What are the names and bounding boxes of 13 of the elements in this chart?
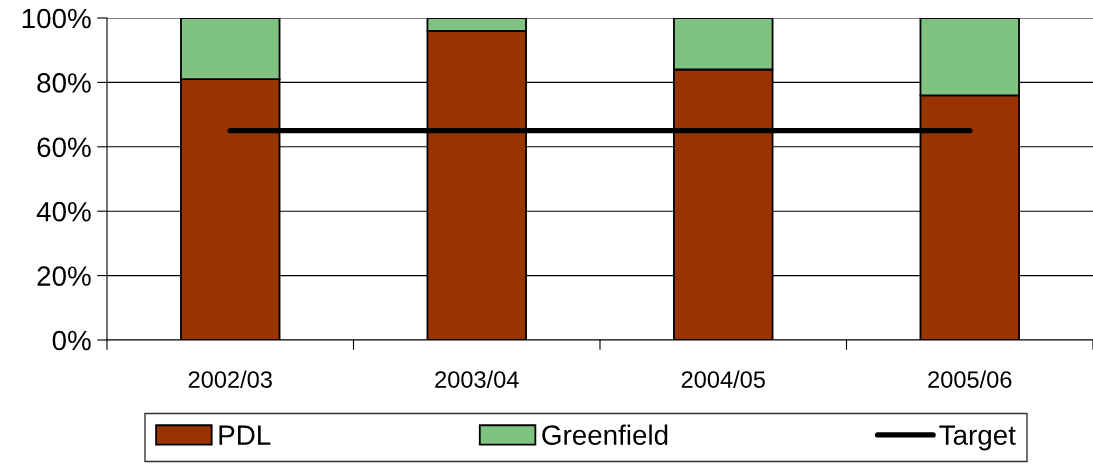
- x-tick-label: 2003/04: [435, 370, 519, 388]
- y-tick-label: 60%: [37, 137, 91, 158]
- legend-label: PDL: [219, 425, 271, 445]
- y-tick-label: 100%: [22, 8, 91, 29]
- y-tick-label: 40%: [36, 201, 91, 222]
- legend-label: Greenfield: [542, 424, 668, 445]
- legend-label: Target: [939, 425, 1016, 451]
- y-tick-label: 20%: [37, 266, 91, 286]
- x-tick-label: 2005/06: [928, 370, 1012, 388]
- x-tick-label: 2002/03: [188, 370, 272, 388]
- y-tick-label: 0%: [52, 330, 91, 351]
- y-tick-label: 80%: [37, 73, 91, 93]
- x-tick-label: 2004/05: [681, 370, 765, 388]
